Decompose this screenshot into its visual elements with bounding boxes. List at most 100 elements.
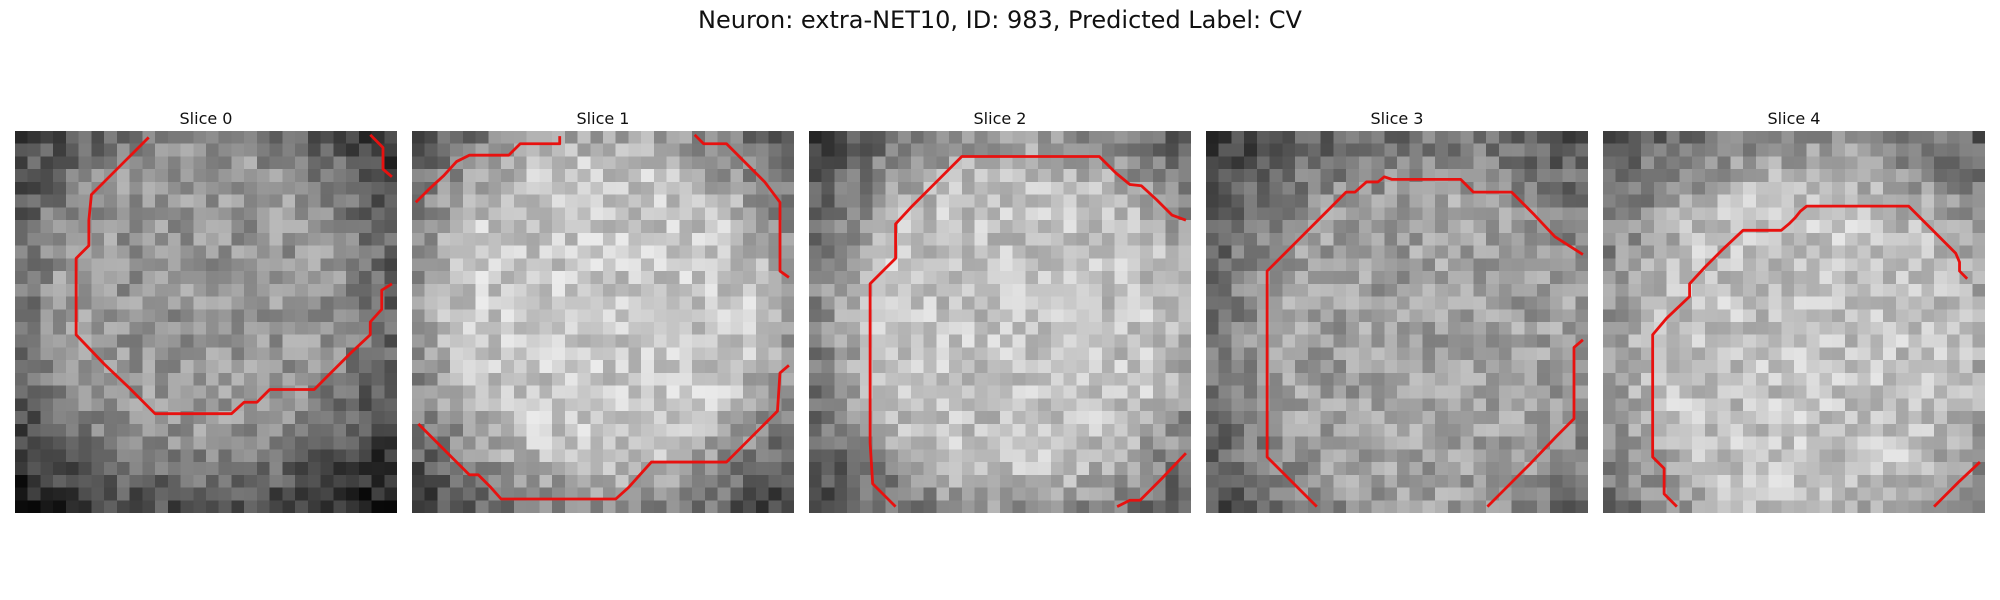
pixel <box>847 474 861 488</box>
pixel <box>1537 194 1551 208</box>
pixel <box>1206 245 1219 259</box>
pixel <box>1730 411 1744 425</box>
pixel <box>155 423 169 437</box>
pixel <box>1422 385 1436 399</box>
pixel <box>974 385 988 399</box>
pixel <box>1025 385 1039 399</box>
pixel <box>1486 334 1500 348</box>
pixel <box>1358 258 1372 272</box>
pixel <box>615 283 629 297</box>
pixel <box>1946 436 1960 450</box>
pixel <box>821 411 835 425</box>
pixel <box>1704 347 1718 361</box>
pixel <box>577 385 591 399</box>
pixel <box>526 271 540 285</box>
pixel <box>307 143 321 157</box>
pixel <box>590 347 604 361</box>
pixel <box>1679 474 1693 488</box>
pixel <box>307 156 321 170</box>
pixel <box>1206 181 1219 195</box>
pixel <box>269 500 283 513</box>
pixel <box>193 487 207 501</box>
pixel <box>1679 169 1693 183</box>
pixel <box>847 449 861 463</box>
pixel <box>193 385 207 399</box>
pixel <box>1218 245 1232 259</box>
pixel <box>1320 181 1334 195</box>
pixel <box>1794 220 1807 234</box>
pixel <box>1038 207 1052 221</box>
pixel <box>15 385 28 399</box>
pixel <box>282 207 296 221</box>
pixel <box>244 411 258 425</box>
pixel <box>180 500 194 513</box>
pixel <box>1473 411 1487 425</box>
pixel <box>1806 309 1820 323</box>
pixel <box>218 334 232 348</box>
pixel <box>1050 156 1064 170</box>
pixel <box>1679 143 1693 157</box>
pixel <box>1231 474 1245 488</box>
pixel <box>1282 423 1296 437</box>
pixel <box>1000 131 1013 144</box>
pixel <box>679 385 693 399</box>
pixel <box>1101 334 1115 348</box>
pixel <box>1666 309 1680 323</box>
pixel <box>1946 232 1960 246</box>
pixel <box>1460 322 1474 335</box>
pixel <box>859 487 873 501</box>
pixel <box>590 169 604 183</box>
pixel <box>1346 283 1360 297</box>
pixel <box>949 360 963 374</box>
pixel <box>1628 194 1642 208</box>
pixel <box>333 360 347 374</box>
pixel <box>1794 322 1807 335</box>
pixel <box>450 181 464 195</box>
pixel <box>1320 372 1334 386</box>
pixel <box>653 500 667 513</box>
pixel <box>513 411 527 425</box>
pixel <box>1206 500 1219 513</box>
pixel <box>1025 131 1039 144</box>
pixel <box>1114 131 1128 144</box>
pixel <box>40 436 54 450</box>
pixel <box>1844 296 1858 310</box>
pixel <box>1768 423 1782 437</box>
pixel <box>539 143 553 157</box>
pixel <box>1307 245 1321 259</box>
pixel <box>1641 385 1655 399</box>
pixel <box>1524 258 1538 272</box>
pixel <box>923 487 937 501</box>
pixel <box>755 449 769 463</box>
pixel <box>295 245 309 259</box>
pixel <box>628 143 642 157</box>
pixel <box>809 360 822 374</box>
pixel <box>1127 207 1141 221</box>
pixel <box>1562 500 1576 513</box>
pixel <box>1730 398 1744 412</box>
pixel <box>450 347 464 361</box>
pixel <box>1333 131 1347 144</box>
pixel <box>1972 143 1985 157</box>
pixel <box>974 220 988 234</box>
pixel <box>679 411 693 425</box>
pixel <box>1178 271 1191 285</box>
pixel <box>1089 143 1103 157</box>
pixel <box>1653 347 1667 361</box>
pixel <box>781 398 794 412</box>
pixel <box>961 258 975 272</box>
pixel <box>1050 232 1064 246</box>
pixel <box>1320 194 1334 208</box>
pixel <box>1692 156 1706 170</box>
pixel <box>1333 436 1347 450</box>
pixel <box>1422 487 1436 501</box>
pixel <box>1603 462 1616 476</box>
pixel <box>1256 487 1270 501</box>
pixel <box>1152 232 1166 246</box>
pixel <box>1397 436 1410 450</box>
pixel <box>1000 283 1013 297</box>
pixel <box>1231 449 1245 463</box>
pixel <box>346 232 360 246</box>
pixel <box>1908 360 1922 374</box>
pixel <box>488 372 502 386</box>
